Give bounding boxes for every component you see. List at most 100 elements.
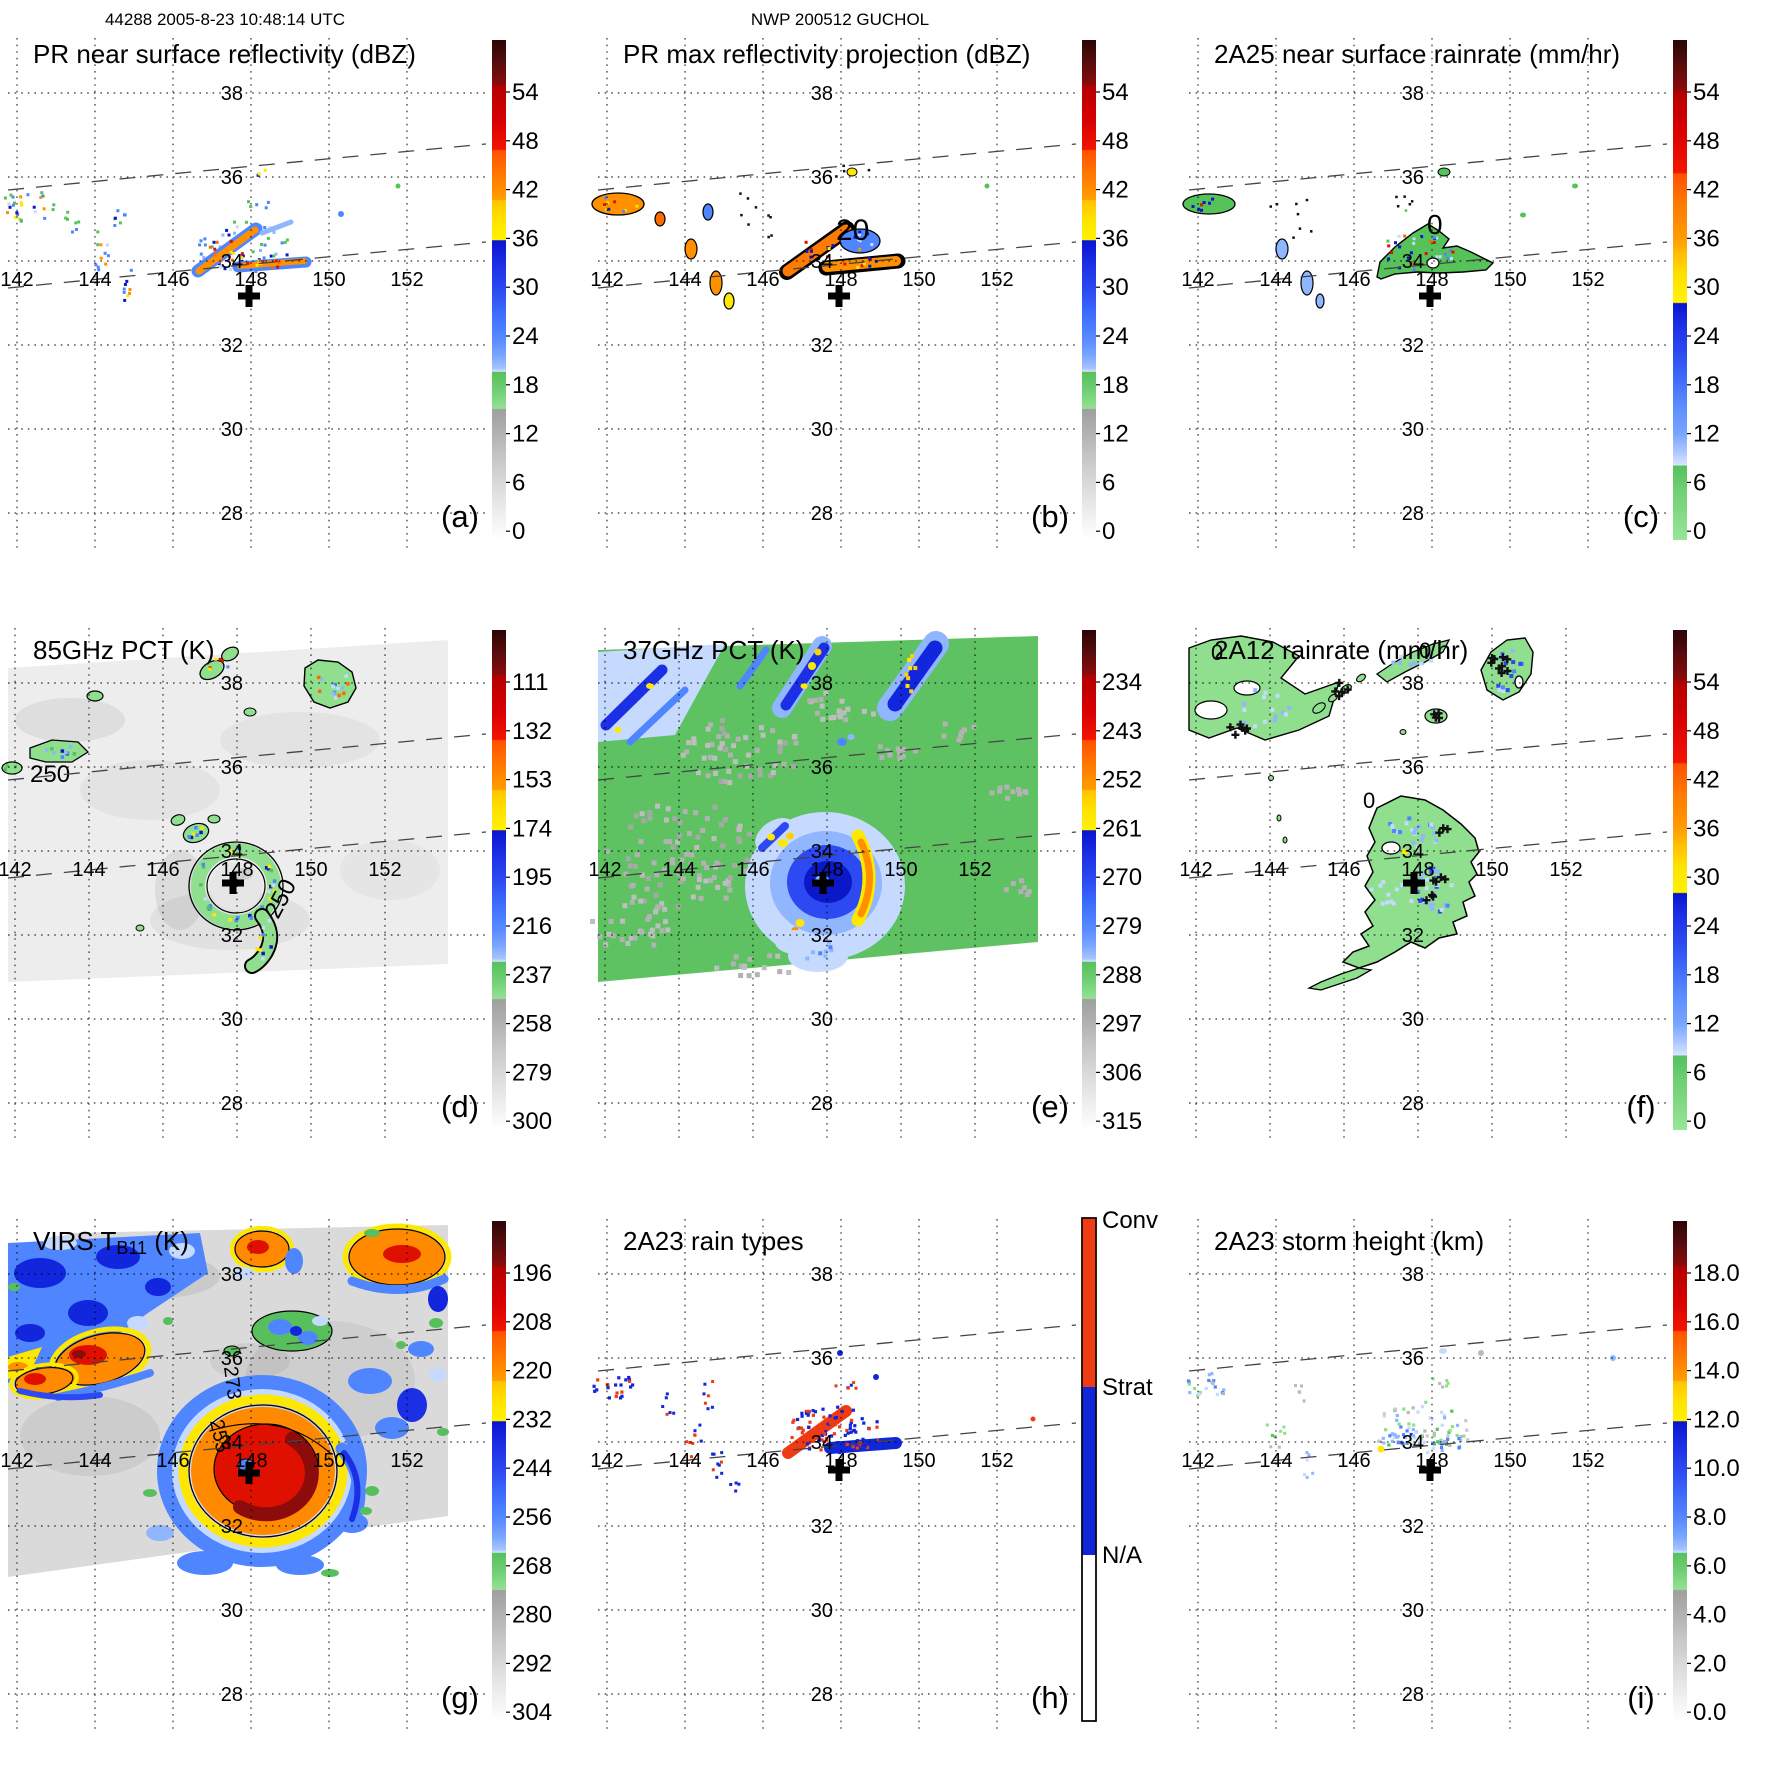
graticule-labels: 38 36 34 32 30 28 142 144 146 148 150 152 bbox=[1181, 83, 1604, 525]
data-pixel bbox=[1392, 829, 1397, 833]
data-pixel bbox=[777, 749, 783, 754]
storm-center-cross bbox=[828, 1459, 850, 1481]
data-pixel bbox=[1010, 881, 1016, 886]
data-pixel bbox=[116, 209, 120, 213]
storm-center-cross bbox=[812, 872, 834, 894]
storm-name-header: NWP 200512 GUCHOL bbox=[750, 10, 930, 29]
data-pixel bbox=[768, 773, 773, 779]
panel-letter: (c) bbox=[1623, 499, 1659, 534]
panel-c-2a25-near-surface-rainrate: 0 38 36 34 32 30 28 142 144 146 148 150 152 (c) 2A25 n… bbox=[1181, 38, 1720, 551]
colorbar bbox=[1082, 40, 1096, 540]
lat-label: 38 bbox=[811, 83, 833, 105]
data-pixel bbox=[221, 659, 225, 663]
data-pixel bbox=[194, 826, 198, 830]
data-pixel bbox=[821, 1407, 825, 1411]
data-pixel bbox=[824, 1425, 828, 1429]
panel-letter: (h) bbox=[1031, 1680, 1069, 1715]
data-pixel bbox=[714, 860, 720, 866]
lon-label: 152 bbox=[980, 269, 1013, 291]
data-pixel bbox=[796, 1417, 800, 1422]
data-pixel bbox=[706, 1394, 710, 1398]
lat-label: 36 bbox=[1402, 167, 1424, 189]
data-pixel bbox=[654, 872, 660, 878]
data-pixel bbox=[655, 923, 661, 929]
map-blob bbox=[1282, 836, 1288, 844]
data-pixel bbox=[701, 755, 707, 761]
map-blob bbox=[15, 1324, 45, 1342]
data-pixel bbox=[896, 750, 902, 756]
colorbar-tick-label: 174 bbox=[512, 815, 552, 842]
data-pixel bbox=[851, 1408, 855, 1412]
data-pixel bbox=[272, 879, 277, 883]
map-blob bbox=[1315, 293, 1325, 309]
data-plus-marker bbox=[1498, 653, 1507, 662]
data-pixel bbox=[217, 262, 221, 266]
swath-edges bbox=[597, 143, 1077, 289]
data-pixel bbox=[266, 236, 270, 240]
data-pixel bbox=[607, 207, 611, 211]
lon-label: 144 bbox=[1253, 859, 1286, 881]
data-pixel bbox=[873, 1438, 877, 1442]
data-pixel bbox=[736, 827, 742, 833]
data-pixel bbox=[721, 778, 727, 784]
data-pixel bbox=[659, 928, 665, 934]
data-pixel bbox=[1404, 209, 1408, 212]
data-pixel bbox=[647, 914, 652, 920]
data-pixel bbox=[1300, 1384, 1303, 1388]
data-pixel bbox=[639, 811, 645, 817]
data-pixel bbox=[840, 1409, 844, 1414]
data-pixel bbox=[219, 259, 223, 263]
data-pixel bbox=[805, 249, 809, 253]
data-pixel bbox=[855, 1446, 859, 1450]
data-pixel bbox=[715, 1475, 719, 1479]
data-pixel bbox=[214, 657, 218, 661]
colorbar-tick-label: 153 bbox=[512, 767, 552, 794]
panel-a-pr-near-surface-reflectivity: 38 36 34 32 30 28 142 144 146 148 150 152 (a) PR near… bbox=[0, 38, 539, 551]
data-pixel bbox=[723, 895, 729, 901]
data-pixel bbox=[1394, 241, 1397, 245]
data-pixel bbox=[688, 1441, 692, 1444]
data-pixel bbox=[218, 245, 222, 249]
lat-label: 28 bbox=[811, 1093, 833, 1115]
data-pixel bbox=[96, 243, 100, 247]
map-blob bbox=[135, 924, 145, 932]
data-pixel bbox=[1263, 690, 1268, 695]
data-pixel bbox=[746, 831, 752, 837]
data-pixel bbox=[884, 748, 890, 754]
data-pixel bbox=[1459, 1438, 1463, 1442]
data-pixel bbox=[1381, 880, 1386, 885]
data-pixel bbox=[767, 235, 770, 239]
map-band bbox=[246, 910, 277, 972]
data-pixel bbox=[663, 919, 668, 925]
data-pixel bbox=[1429, 870, 1434, 875]
data-pixel bbox=[858, 247, 862, 251]
data-pixel bbox=[1411, 1434, 1416, 1438]
data-pixel bbox=[208, 245, 212, 249]
data-pixel bbox=[234, 918, 239, 923]
data-pixel bbox=[655, 904, 661, 910]
data-pixel bbox=[40, 191, 44, 195]
data-pixel bbox=[1204, 1386, 1208, 1391]
map-region bbox=[1306, 967, 1373, 991]
data-pixel bbox=[249, 916, 253, 920]
colorbar-tick-label: 0 bbox=[1102, 518, 1115, 545]
data-pixel bbox=[842, 164, 845, 168]
colorbar-tick-label: 315 bbox=[1102, 1108, 1142, 1135]
data-pixel bbox=[261, 933, 265, 937]
data-pixel bbox=[213, 247, 217, 251]
data-pixel bbox=[862, 1421, 866, 1425]
data-pixel bbox=[689, 852, 695, 858]
graticule-labels: 38 36 34 32 30 28 142 144 146 148 150 152 bbox=[0, 83, 423, 525]
data-pixel bbox=[698, 1423, 702, 1427]
map-blob bbox=[778, 839, 788, 847]
map-blob bbox=[795, 919, 805, 927]
map-band bbox=[780, 642, 830, 711]
data-pixel bbox=[710, 1405, 714, 1409]
colorbar-tick-label: 288 bbox=[1102, 962, 1142, 989]
contour-label: 273 bbox=[219, 1365, 245, 1401]
data-pixel bbox=[1438, 1382, 1442, 1385]
data-pixel bbox=[684, 749, 690, 755]
data-pixel bbox=[805, 1442, 810, 1446]
colorbar-tick-label: 0 bbox=[1693, 518, 1706, 545]
swath-edges bbox=[1188, 733, 1668, 879]
